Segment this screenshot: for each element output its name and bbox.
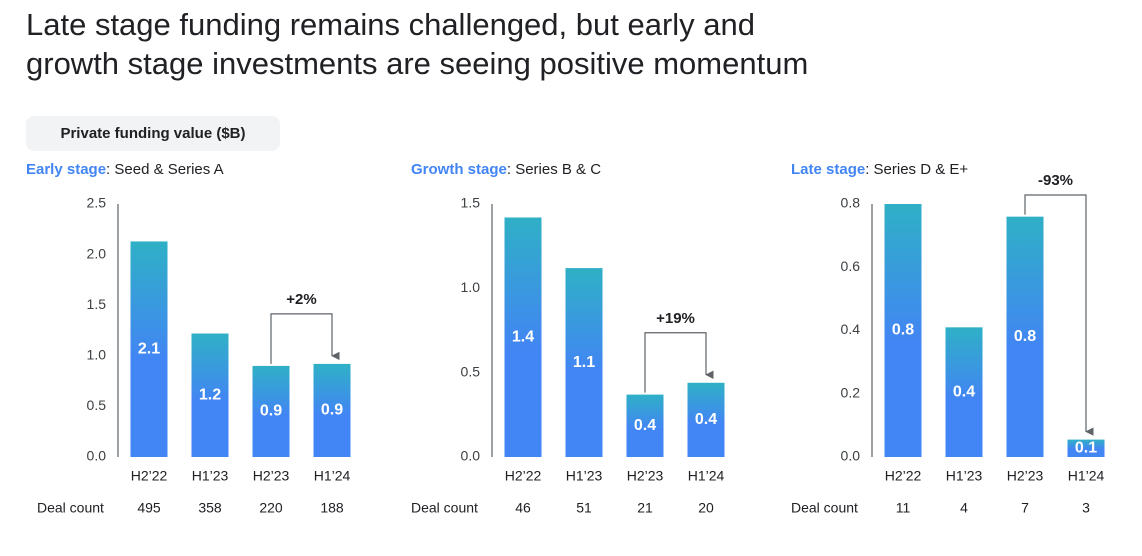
annotation-bracket bbox=[1024, 194, 1094, 436]
deal-count: 46 bbox=[515, 500, 531, 516]
x-tick-label: H2’23 bbox=[627, 468, 664, 484]
subtitle: Early stage: Seed & Series A bbox=[26, 161, 224, 178]
subtitle: Growth stage: Series B & C bbox=[411, 161, 601, 178]
x-tick-label: H2’23 bbox=[1007, 468, 1044, 484]
y-tick-label: 1.5 bbox=[87, 296, 107, 312]
subtitle-rest: : Seed & Series A bbox=[106, 161, 224, 178]
y-tick-label: 0.6 bbox=[841, 258, 861, 274]
value-label: 2.1 bbox=[138, 340, 160, 357]
deal-count: 21 bbox=[637, 500, 653, 516]
bar bbox=[626, 394, 664, 457]
bar bbox=[313, 363, 351, 457]
x-tick-label: H2’22 bbox=[505, 468, 542, 484]
bar bbox=[945, 327, 983, 457]
subtitle-highlight: Growth stage bbox=[411, 161, 507, 178]
x-tick-label: H1’23 bbox=[566, 468, 603, 484]
bar bbox=[252, 365, 290, 457]
x-tick-label: H2’22 bbox=[131, 468, 168, 484]
title-line: growth stage investments are seeing posi… bbox=[26, 46, 808, 81]
bar bbox=[1067, 439, 1105, 457]
annotation-bracket bbox=[270, 313, 340, 364]
value-label: 0.9 bbox=[260, 403, 282, 420]
value-label: 0.9 bbox=[321, 402, 343, 419]
y-tick-label: 1.5 bbox=[461, 195, 481, 211]
annotation: +2% bbox=[286, 291, 316, 308]
annotation: +19% bbox=[656, 310, 695, 327]
badge-bg bbox=[26, 116, 280, 151]
deal-count: 220 bbox=[259, 500, 283, 516]
deal-count: 20 bbox=[698, 500, 714, 516]
deal-count: 11 bbox=[896, 500, 911, 516]
bar bbox=[687, 382, 725, 457]
y-tick-label: 2.5 bbox=[87, 195, 107, 211]
annotation-bracket bbox=[644, 332, 714, 393]
badge: Private funding value ($B) bbox=[60, 125, 245, 142]
value-label: 0.8 bbox=[892, 322, 914, 339]
subtitle-highlight: Late stage bbox=[791, 161, 865, 178]
x-tick-label: H1’24 bbox=[1068, 468, 1105, 484]
y-tick-label: 2.0 bbox=[87, 245, 107, 261]
value-label: 1.2 bbox=[199, 386, 221, 403]
value-label: 0.4 bbox=[695, 411, 717, 428]
deal-count: 188 bbox=[320, 500, 344, 516]
value-label: 0.4 bbox=[634, 417, 656, 434]
x-tick-label: H1’23 bbox=[192, 468, 229, 484]
x-tick-label: H1’24 bbox=[688, 468, 725, 484]
y-tick-label: 0.4 bbox=[841, 321, 861, 337]
x-tick-label: H1’24 bbox=[314, 468, 351, 484]
deal-count-label: Deal count bbox=[37, 500, 104, 516]
deal-count: 4 bbox=[960, 500, 968, 516]
deal-count: 358 bbox=[198, 500, 222, 516]
y-tick-label: 1.0 bbox=[87, 347, 107, 363]
y-tick-label: 0.0 bbox=[461, 448, 481, 464]
deal-count: 495 bbox=[137, 500, 161, 516]
bar bbox=[1006, 216, 1044, 457]
y-tick-label: 0.2 bbox=[841, 384, 861, 400]
y-tick-label: 0.5 bbox=[87, 397, 107, 413]
value-label: 0.4 bbox=[953, 383, 975, 400]
bar bbox=[130, 241, 168, 457]
bar bbox=[565, 268, 603, 457]
subtitle-rest: : Series B & C bbox=[507, 161, 601, 178]
bar bbox=[884, 204, 922, 457]
y-tick-label: 0.0 bbox=[87, 448, 107, 464]
value-label: 1.4 bbox=[512, 328, 534, 345]
bar bbox=[504, 217, 542, 457]
y-tick-label: 1.0 bbox=[461, 279, 481, 295]
y-tick-label: 0.8 bbox=[841, 195, 861, 211]
subtitle: Late stage: Series D & E+ bbox=[791, 161, 968, 178]
x-tick-label: H2’23 bbox=[253, 468, 290, 484]
subtitle-rest: : Series D & E+ bbox=[865, 161, 968, 178]
y-tick-label: 0.0 bbox=[841, 448, 861, 464]
value-label: 0.8 bbox=[1014, 328, 1036, 345]
title-line: Late stage funding remains challenged, b… bbox=[26, 7, 755, 42]
deal-count: 7 bbox=[1021, 500, 1029, 516]
value-label: 0.1 bbox=[1075, 440, 1097, 457]
x-tick-label: H2’22 bbox=[885, 468, 922, 484]
annotation: -93% bbox=[1038, 172, 1073, 189]
subtitle-highlight: Early stage bbox=[26, 161, 106, 178]
deal-count: 3 bbox=[1082, 500, 1090, 516]
value-label: 1.1 bbox=[573, 354, 595, 371]
deal-count-label: Deal count bbox=[411, 500, 478, 516]
x-tick-label: H1’23 bbox=[946, 468, 983, 484]
deal-count: 51 bbox=[576, 500, 592, 516]
bar bbox=[191, 333, 229, 457]
deal-count-label: Deal count bbox=[791, 500, 858, 516]
y-tick-label: 0.5 bbox=[461, 363, 481, 379]
